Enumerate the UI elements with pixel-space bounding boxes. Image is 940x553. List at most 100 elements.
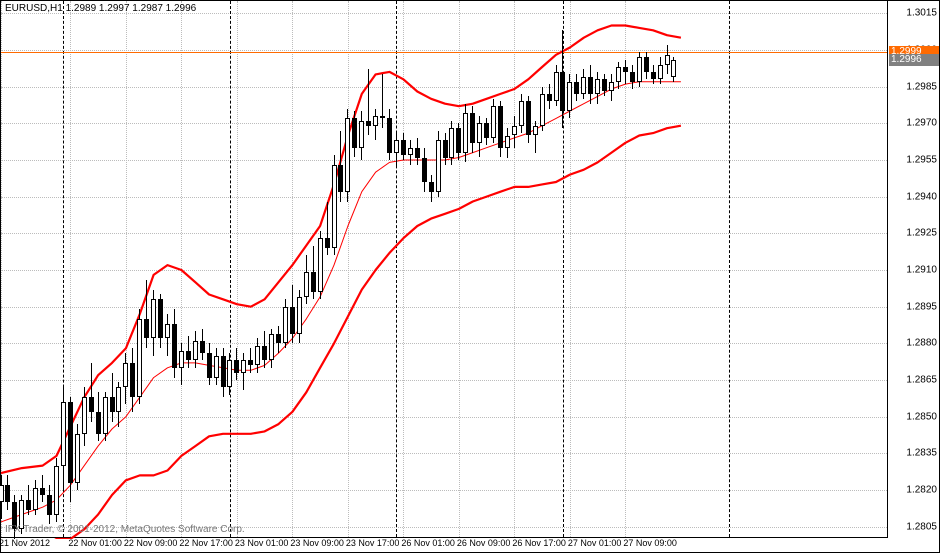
candlestick[interactable] [172, 1, 177, 539]
candlestick[interactable] [658, 1, 663, 539]
candlestick[interactable] [456, 1, 461, 539]
candlestick[interactable] [116, 1, 121, 539]
candlestick[interactable] [200, 1, 205, 539]
candlestick[interactable] [283, 1, 288, 539]
candlestick[interactable] [623, 1, 628, 539]
candlestick[interactable] [526, 1, 531, 539]
candlestick[interactable] [630, 1, 635, 539]
candlestick[interactable] [221, 1, 226, 539]
candlestick[interactable] [19, 1, 24, 539]
candlestick[interactable] [505, 1, 510, 539]
candlestick[interactable] [75, 1, 80, 539]
candlestick[interactable] [470, 1, 475, 539]
candlestick[interactable] [0, 1, 4, 539]
candlestick[interactable] [651, 1, 656, 539]
candlestick[interactable] [47, 1, 52, 539]
candlestick[interactable] [276, 1, 281, 539]
candlestick[interactable] [512, 1, 517, 539]
plot-area[interactable]: EURUSD,H1 1.2989 1.2997 1.2987 1.2996 IF… [1, 1, 888, 538]
candlestick[interactable] [234, 1, 239, 539]
candlestick[interactable] [373, 1, 378, 539]
candlestick[interactable] [484, 1, 489, 539]
candlestick[interactable] [207, 1, 212, 539]
candlestick[interactable] [429, 1, 434, 539]
candlestick[interactable] [241, 1, 246, 539]
candlestick[interactable] [311, 1, 316, 539]
candlestick[interactable] [491, 1, 496, 539]
candlestick[interactable] [255, 1, 260, 539]
candlestick[interactable] [366, 1, 371, 539]
candlestick[interactable] [345, 1, 350, 539]
candlestick[interactable] [547, 1, 552, 539]
candlestick[interactable] [609, 1, 614, 539]
candlestick[interactable] [602, 1, 607, 539]
candlestick[interactable] [248, 1, 253, 539]
candlestick[interactable] [165, 1, 170, 539]
candlestick[interactable] [338, 1, 343, 539]
candlestick[interactable] [443, 1, 448, 539]
candlestick[interactable] [394, 1, 399, 539]
candlestick[interactable] [262, 1, 267, 539]
candlestick[interactable] [269, 1, 274, 539]
candlestick[interactable] [387, 1, 392, 539]
candlestick[interactable] [130, 1, 135, 539]
candlestick[interactable] [214, 1, 219, 539]
candlestick[interactable] [12, 1, 17, 539]
candlestick[interactable] [380, 1, 385, 539]
candlestick[interactable] [227, 1, 232, 539]
candlestick[interactable] [671, 1, 676, 539]
candlestick[interactable] [110, 1, 115, 539]
candlestick[interactable] [26, 1, 31, 539]
candlestick[interactable] [158, 1, 163, 539]
candlestick[interactable] [96, 1, 101, 539]
candlestick[interactable] [186, 1, 191, 539]
candlestick[interactable] [637, 1, 642, 539]
candlestick[interactable] [533, 1, 538, 539]
candlestick[interactable] [477, 1, 482, 539]
candlestick[interactable] [318, 1, 323, 539]
candlestick[interactable] [540, 1, 545, 539]
candlestick[interactable] [436, 1, 441, 539]
candlestick[interactable] [408, 1, 413, 539]
candlestick[interactable] [33, 1, 38, 539]
candlestick[interactable] [61, 1, 66, 539]
candlestick[interactable] [179, 1, 184, 539]
candlestick[interactable] [332, 1, 337, 539]
candlestick[interactable] [463, 1, 468, 539]
candlestick[interactable] [5, 1, 10, 539]
candlestick[interactable] [144, 1, 149, 539]
candlestick[interactable] [304, 1, 309, 539]
candlestick[interactable] [151, 1, 156, 539]
candlestick[interactable] [665, 1, 670, 539]
candlestick[interactable] [193, 1, 198, 539]
candlestick[interactable] [40, 1, 45, 539]
candlestick[interactable] [137, 1, 142, 539]
candlestick[interactable] [449, 1, 454, 539]
candlestick[interactable] [554, 1, 559, 539]
candlestick[interactable] [82, 1, 87, 539]
candlestick[interactable] [560, 1, 565, 539]
candlestick[interactable] [574, 1, 579, 539]
candlestick[interactable] [422, 1, 427, 539]
candlestick[interactable] [103, 1, 108, 539]
chart-frame[interactable]: EURUSD,H1 1.2989 1.2997 1.2987 1.2996 IF… [0, 0, 940, 553]
candlestick[interactable] [123, 1, 128, 539]
candlestick[interactable] [595, 1, 600, 539]
candlestick[interactable] [352, 1, 357, 539]
candlestick[interactable] [644, 1, 649, 539]
candlestick[interactable] [498, 1, 503, 539]
candlestick[interactable] [54, 1, 59, 539]
candlestick[interactable] [359, 1, 364, 539]
candlestick[interactable] [297, 1, 302, 539]
candlestick[interactable] [325, 1, 330, 539]
candlestick[interactable] [519, 1, 524, 539]
candlestick[interactable] [581, 1, 586, 539]
candlestick[interactable] [588, 1, 593, 539]
candlestick[interactable] [68, 1, 73, 539]
candlestick[interactable] [401, 1, 406, 539]
candlestick[interactable] [616, 1, 621, 539]
candlestick[interactable] [290, 1, 295, 539]
candlestick[interactable] [89, 1, 94, 539]
candlestick[interactable] [567, 1, 572, 539]
candlestick[interactable] [415, 1, 420, 539]
